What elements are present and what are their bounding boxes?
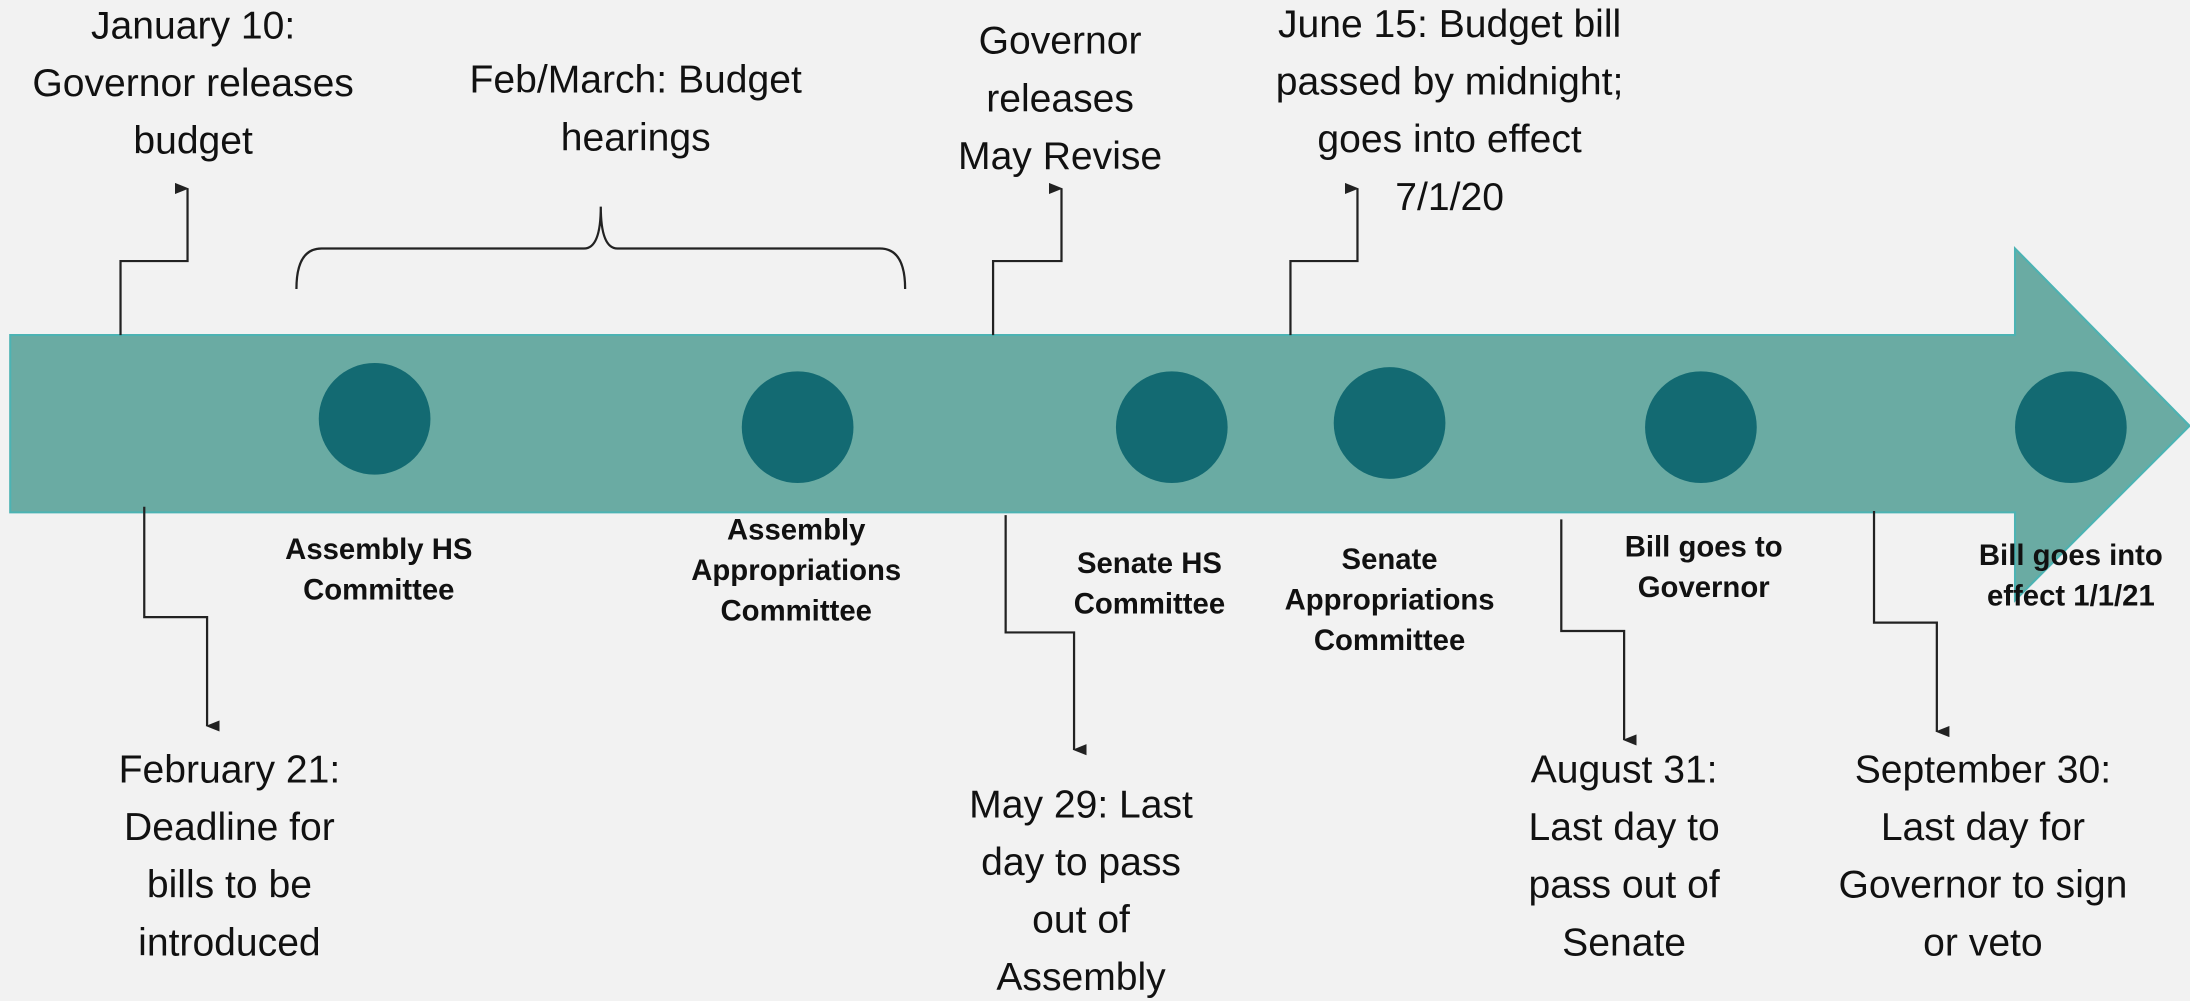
milestone-label: Governor <box>1638 571 1770 604</box>
event-label: day to pass <box>981 841 1181 884</box>
milestone-label: Committee <box>1074 588 1225 621</box>
connector <box>1289 182 1359 336</box>
event-label: Deadline for <box>124 806 335 849</box>
event-label: Assembly <box>996 956 1166 999</box>
connector <box>1560 519 1637 746</box>
event-label: 7/1/20 <box>1395 176 1504 219</box>
event-label: Last day to <box>1529 806 1720 849</box>
event-label: May Revise <box>958 135 1162 178</box>
event-label: bills to be <box>147 864 312 907</box>
hearings-brace <box>295 206 907 289</box>
milestone-label: Bill goes to <box>1625 530 1783 563</box>
event-label: Governor <box>979 20 1142 63</box>
event-label: Last day for <box>1881 806 2085 849</box>
connector <box>143 506 220 732</box>
event-label: releases <box>986 77 1134 120</box>
milestone-label: Bill goes into <box>1979 539 2163 572</box>
milestone-label: Committee <box>721 595 872 628</box>
milestone-label: Appropriations <box>691 554 901 587</box>
milestone-label: effect 1/1/21 <box>1987 579 2155 612</box>
event-label: Feb/March: Budget <box>470 59 802 102</box>
event-label: February 21: <box>119 748 341 791</box>
event-label: or veto <box>1923 921 2042 964</box>
milestone-label: Senate <box>1342 543 1438 576</box>
milestone-label: Assembly HS <box>285 533 472 566</box>
connector <box>1004 515 1087 756</box>
event-label: hearings <box>561 116 711 159</box>
connector <box>1872 510 1950 738</box>
event-label: Governor to sign <box>1838 864 2127 907</box>
timeline-arrow <box>9 245 2190 603</box>
event-label: August 31: <box>1531 748 1718 791</box>
event-label: Governor releases <box>32 62 353 105</box>
event-label: goes into effect <box>1317 118 1581 161</box>
milestone-label: Committee <box>1314 624 1465 657</box>
milestone-dot <box>2015 371 2127 484</box>
event-label: Senate <box>1562 921 1686 964</box>
event-label: budget <box>133 120 253 163</box>
milestone-label: Appropriations <box>1285 583 1495 616</box>
event-label: passed by midnight; <box>1276 61 1624 104</box>
milestone-label: Committee <box>303 574 454 607</box>
event-label: out of <box>1032 899 1130 942</box>
connector <box>991 182 1063 336</box>
event-label: September 30: <box>1855 748 2111 791</box>
milestone-dot <box>1645 371 1757 484</box>
event-label: introduced <box>138 921 320 964</box>
milestone-label: Senate HS <box>1077 547 1222 580</box>
milestone-label: Assembly <box>727 514 866 547</box>
event-label: January 10: <box>91 4 295 47</box>
connector <box>119 182 189 336</box>
milestone-dot <box>741 371 854 484</box>
milestone-dot <box>1115 371 1228 484</box>
milestone-dot <box>1333 367 1446 479</box>
milestone-dot <box>318 362 431 475</box>
event-label: pass out of <box>1529 864 1720 907</box>
event-label: May 29: Last <box>969 783 1193 826</box>
event-label: June 15: Budget bill <box>1278 3 1621 46</box>
